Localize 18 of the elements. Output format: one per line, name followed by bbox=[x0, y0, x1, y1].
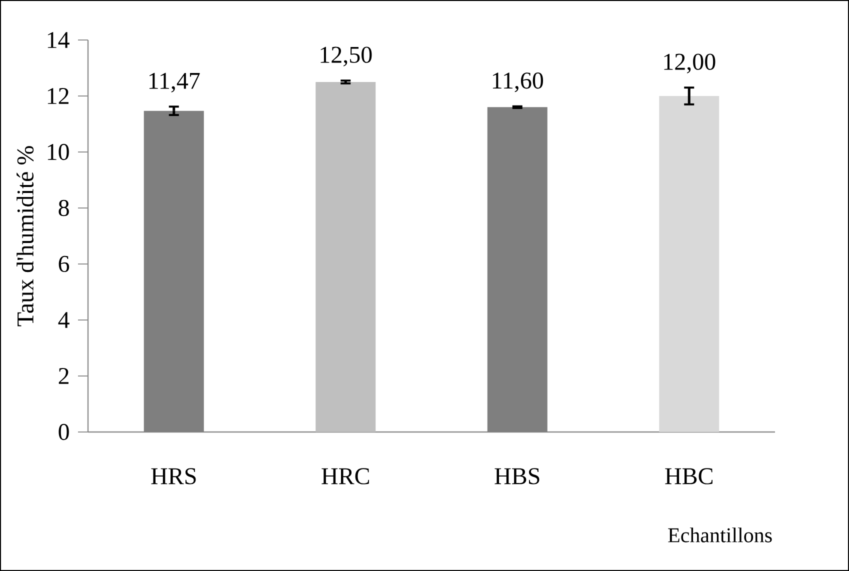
y-tick-label: 8 bbox=[58, 200, 69, 216]
y-tick-label: 12 bbox=[48, 88, 68, 104]
x-tick-label: HRS bbox=[151, 468, 196, 484]
data-label: 12,00 bbox=[664, 54, 716, 74]
y-tick-label: 6 bbox=[58, 256, 70, 272]
x-tick-label: HRC bbox=[322, 468, 369, 484]
y-tick-label: 4 bbox=[58, 312, 70, 328]
y-tick-label: 10 bbox=[48, 144, 69, 160]
data-label: 11,60 bbox=[492, 72, 544, 92]
y-tick-label: 14 bbox=[48, 32, 70, 48]
data-label: 11,47 bbox=[149, 72, 200, 92]
y-tick-label: 2 bbox=[58, 368, 68, 384]
y-axis-title: Taux d'humidité % bbox=[16, 146, 34, 326]
y-tick-label: 0 bbox=[58, 424, 69, 440]
data-label: 12,50 bbox=[320, 46, 372, 66]
x-axis-title: Echantillons bbox=[668, 528, 772, 542]
x-tick-label: HBS bbox=[494, 468, 540, 484]
x-tick-label: HBC bbox=[665, 468, 712, 484]
